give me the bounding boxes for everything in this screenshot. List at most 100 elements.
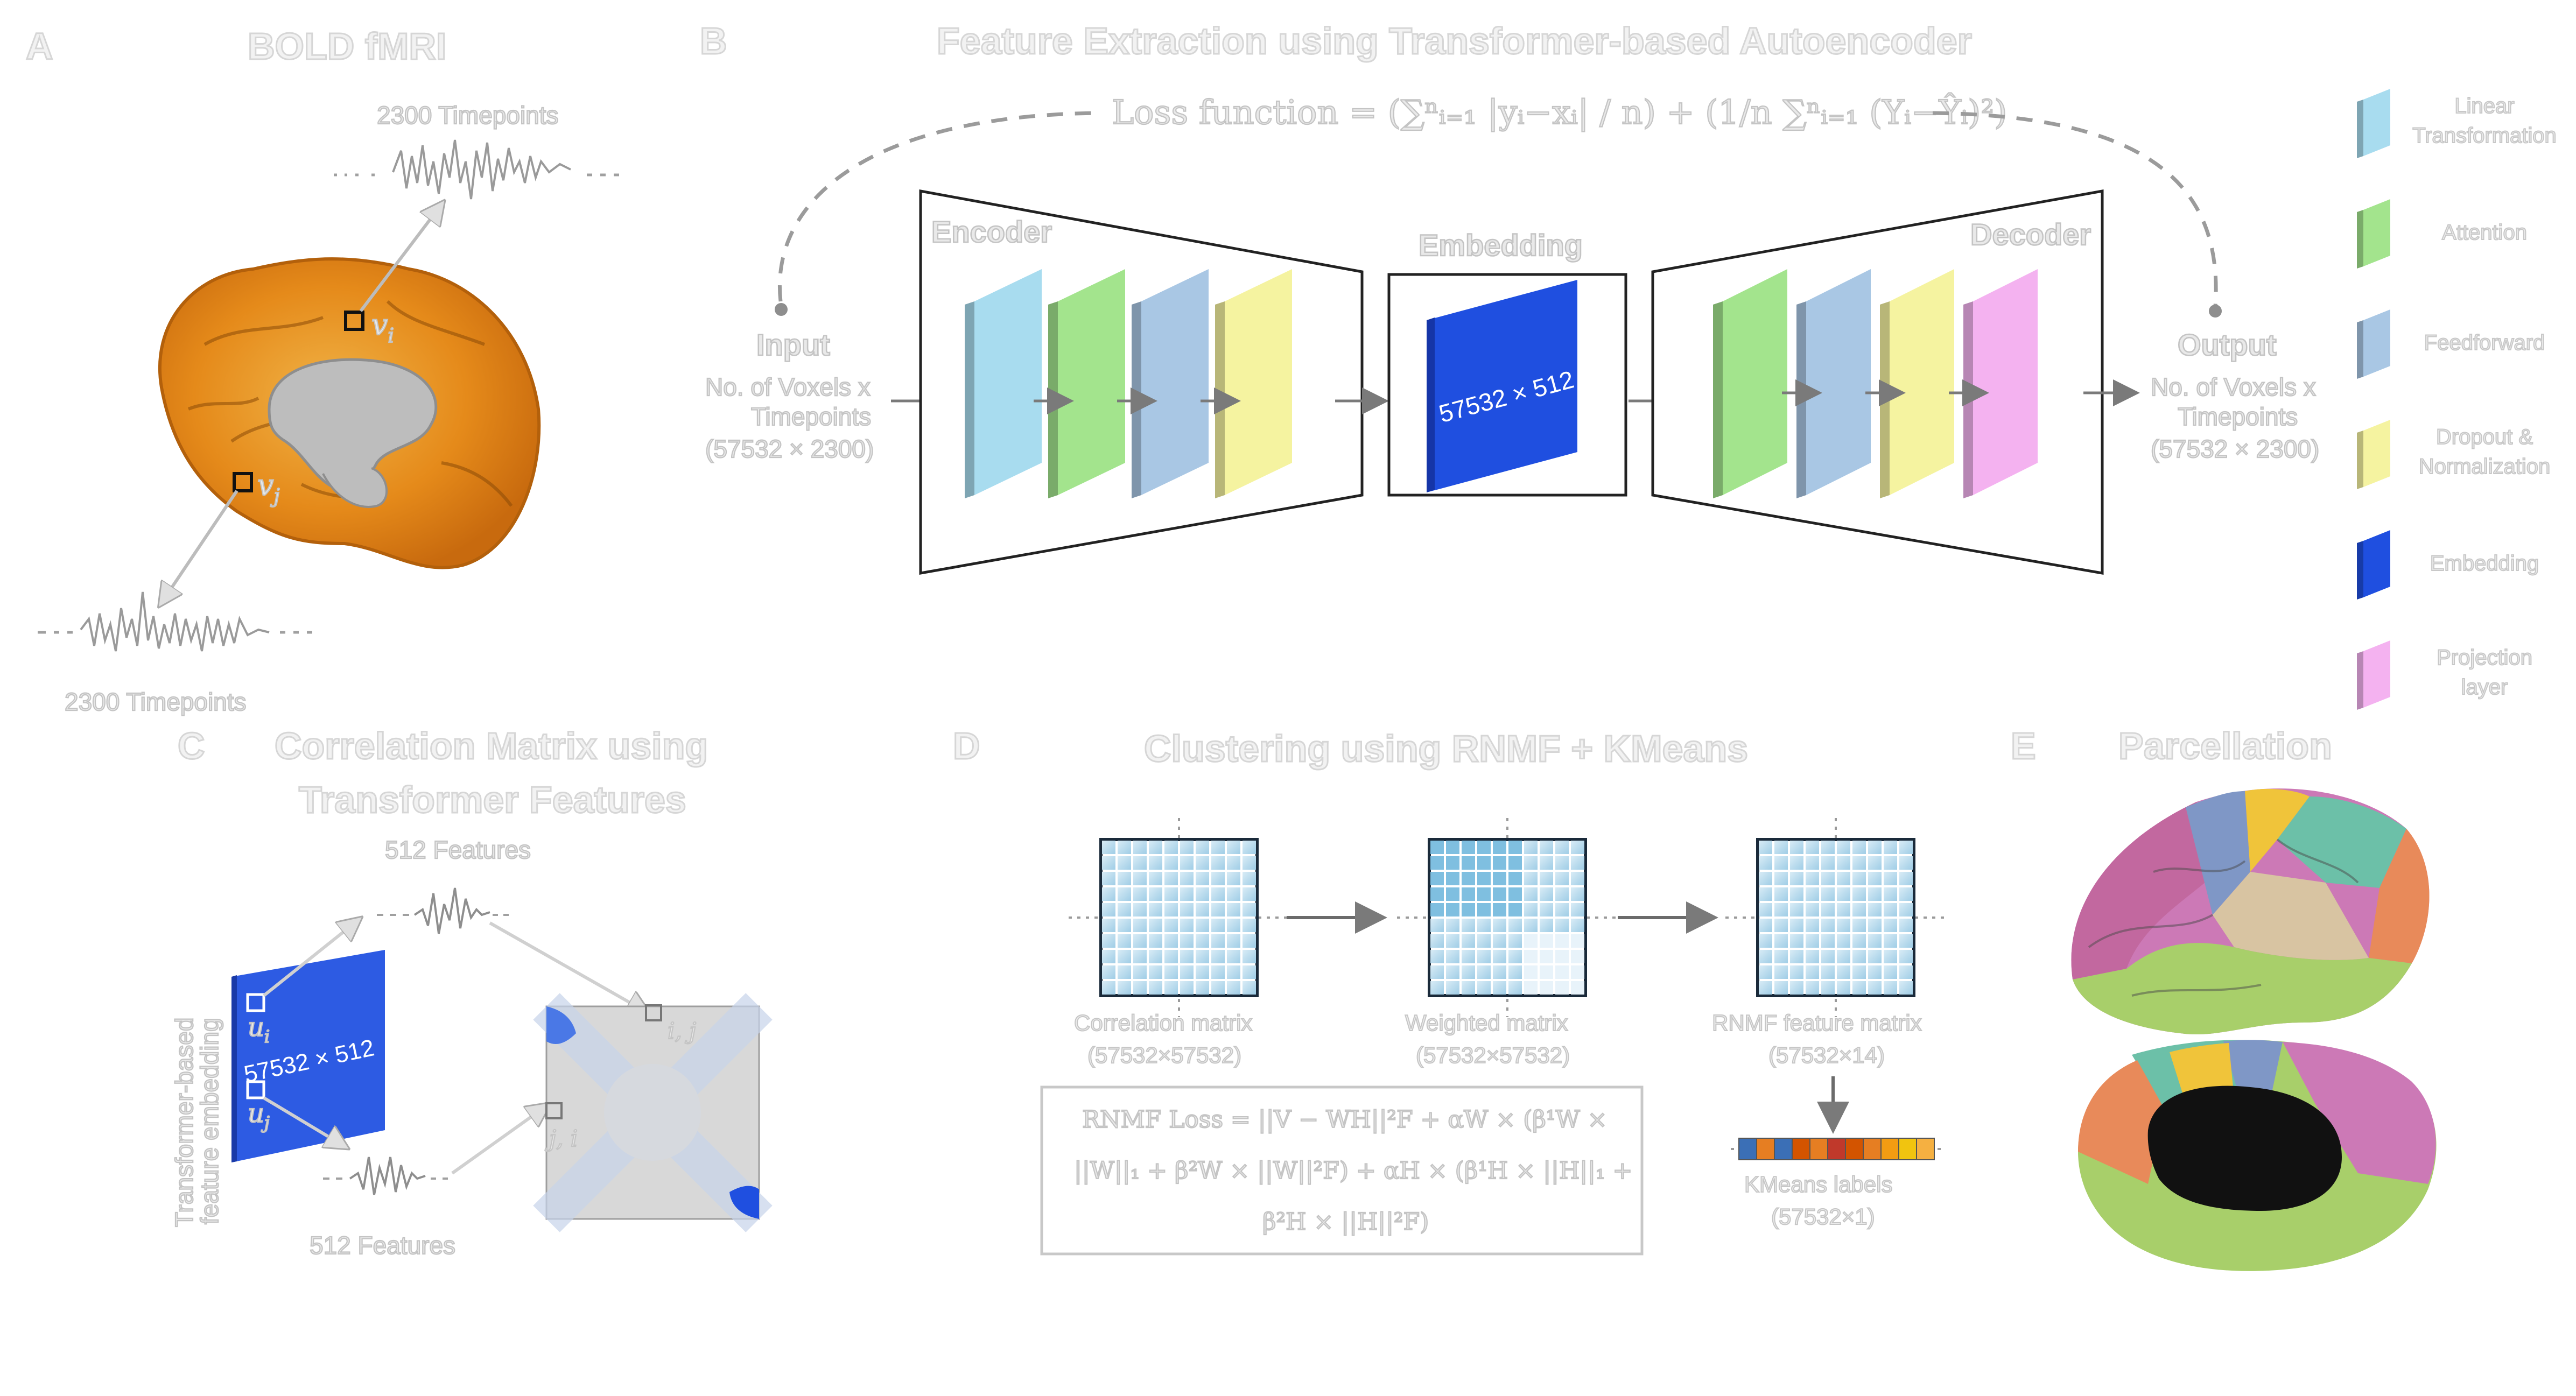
encoder-layers	[965, 269, 1292, 498]
kmeans-cell	[1827, 1138, 1846, 1160]
timeseries-top	[334, 139, 619, 200]
panel-e-letter: E	[2011, 725, 2036, 767]
panel-c: C Correlation Matrix using Transformer F…	[170, 724, 773, 1260]
correlation-matrix-grid	[1069, 818, 1289, 1017]
panel-b-letter: B	[700, 20, 727, 62]
decoder-layers	[1713, 269, 2038, 498]
encoder-feedforward-layer	[1132, 269, 1209, 498]
panel-a-letter: A	[26, 25, 53, 67]
side-label-line-1: Transformer-based	[170, 1018, 198, 1227]
decoder-projection-layer	[1963, 269, 2038, 498]
kmeans-cell	[1809, 1138, 1828, 1160]
weighted-matrix-grid	[1397, 818, 1618, 1017]
voxel-j-marker	[233, 472, 253, 492]
voxel-i-marker	[344, 311, 364, 331]
embedding-block	[1427, 280, 1577, 492]
legend-item-projection-layer: Projection layer	[2357, 640, 2533, 710]
legend-item-feedforward: Feedforward	[2357, 309, 2545, 379]
panel-d: D Clustering using RNMF + KMeans Correla…	[952, 724, 1946, 1256]
legend-label: Normalization	[2419, 455, 2551, 478]
kmeans-cell	[1898, 1138, 1917, 1160]
rnmf-loss-line-1: RNMF Loss = ||V − WH||²F + αW × (β¹W ×	[1082, 1106, 1608, 1133]
parcellation-medial-view	[2078, 1040, 2437, 1271]
output-line-2: Timepoints	[2178, 403, 2298, 431]
embedding-label: Embedding	[1419, 228, 1583, 262]
decoder-label: Decoder	[1970, 217, 2091, 251]
output-line-1: No. of Voxels x	[2151, 373, 2316, 401]
kmeans-cell	[1880, 1138, 1899, 1160]
timepoints-bottom-label: 2300 Timepoints	[65, 688, 247, 716]
input-line-3: (57532 × 2300)	[705, 435, 874, 463]
parcellation-lateral-view	[2071, 788, 2430, 1035]
features-bottom-label: 512 Features	[310, 1231, 455, 1259]
panel-d-letter: D	[953, 725, 980, 767]
panel-c-letter: C	[178, 725, 205, 767]
rnmf-loss-line-2: ||W||₁ + β²W × ||W||²F) + αH × (β¹H × ||…	[1074, 1157, 1632, 1185]
kmeans-cell	[1792, 1138, 1810, 1160]
side-label-line-2: feature embedding	[195, 1018, 223, 1224]
kmeans-cell	[1774, 1138, 1793, 1160]
kmeans-cell	[1738, 1138, 1757, 1160]
rnmf-loss-line-3: β²H × ||H||²F)	[1262, 1208, 1429, 1236]
encoder-dropout-norm-layer	[1215, 269, 1292, 498]
kmeans-labels-bar	[1731, 1138, 1943, 1160]
features-top-label: 512 Features	[385, 836, 531, 864]
output-title: Output	[2178, 328, 2276, 362]
panel-e-title: Parcellation	[2118, 725, 2332, 767]
legend-item-dropout-normalization: Dropout & Normalization	[2357, 420, 2551, 489]
decoder-feedforward-layer	[1796, 269, 1871, 498]
encoder-linear-layer	[965, 269, 1042, 498]
rnmf-matrix-label: RNMF feature matrix	[1712, 1010, 1922, 1035]
legend-label: Embedding	[2430, 552, 2539, 575]
panel-b: B Feature Extraction using Transformer-b…	[699, 19, 2557, 710]
u-i-label: ui	[248, 1012, 270, 1047]
cell-ji-label: j, i	[545, 1125, 578, 1152]
encoder-label: Encoder	[931, 215, 1052, 249]
legend-label: Dropout &	[2436, 425, 2533, 449]
rnmf-matrix-size: (57532×14)	[1768, 1042, 1885, 1068]
output-line-3: (57532 × 2300)	[2151, 435, 2319, 463]
corr-matrix-label: Correlation matrix	[1074, 1010, 1252, 1035]
kmeans-cell	[1756, 1138, 1775, 1160]
legend-item-attention: Attention	[2357, 199, 2528, 269]
legend-item-linear-transformation: Linear Transformation	[2357, 89, 2557, 158]
input-line-1: No. of Voxels x	[705, 373, 871, 401]
panel-a: A BOLD fMRI 2300 Timepoints vi vj 230	[25, 25, 619, 716]
legend-label: Transformation	[2412, 124, 2557, 147]
panel-e: E Parcellation	[2010, 724, 2437, 1271]
voxel-i-label: vi	[371, 308, 394, 347]
kmeans-size: (57532×1)	[1771, 1204, 1875, 1229]
loss-function: Loss function = (∑ⁿᵢ₌₁ |yᵢ−xᵢ| / n) + (1…	[1112, 93, 2007, 132]
decoder-attention-layer	[1713, 269, 1787, 498]
legend-label: Projection	[2437, 646, 2532, 669]
legend-item-embedding: Embedding	[2357, 530, 2539, 600]
panel-c-title-line-1: Correlation Matrix using	[275, 725, 708, 767]
kmeans-cell	[1845, 1138, 1864, 1160]
legend-label: layer	[2461, 675, 2508, 699]
input-title: Input	[756, 328, 830, 362]
legend-label: Feedforward	[2424, 331, 2545, 355]
kmeans-label: KMeans labels	[1744, 1172, 1892, 1197]
kmeans-cell	[1916, 1138, 1935, 1160]
kmeans-cell	[1863, 1138, 1882, 1160]
weighted-matrix-label: Weighted matrix	[1405, 1010, 1568, 1035]
legend: Linear Transformation Attention Feedforward…	[2357, 89, 2557, 710]
legend-label: Linear	[2454, 94, 2514, 118]
decoder-dropout-norm-layer	[1880, 269, 1954, 498]
correlation-matrix-image	[533, 993, 773, 1232]
rnmf-feature-matrix-grid	[1725, 818, 1946, 1017]
weighted-matrix-size: (57532×57532)	[1416, 1042, 1570, 1068]
panel-d-title: Clustering using RNMF + KMeans	[1144, 728, 1748, 770]
panel-a-title: BOLD fMRI	[248, 25, 446, 67]
panel-b-title: Feature Extraction using Transformer-bas…	[937, 20, 1972, 62]
u-j-label: uj	[248, 1098, 270, 1133]
legend-label: Attention	[2442, 221, 2527, 244]
brain-medial-view	[158, 257, 541, 569]
timepoints-top-label: 2300 Timepoints	[377, 101, 559, 129]
corr-matrix-size: (57532×57532)	[1087, 1042, 1241, 1068]
timeseries-bottom	[38, 591, 312, 652]
panel-c-title-line-2: Transformer Features	[299, 779, 686, 821]
encoder-attention-layer	[1048, 269, 1125, 498]
input-line-2: Timepoints	[751, 403, 871, 431]
